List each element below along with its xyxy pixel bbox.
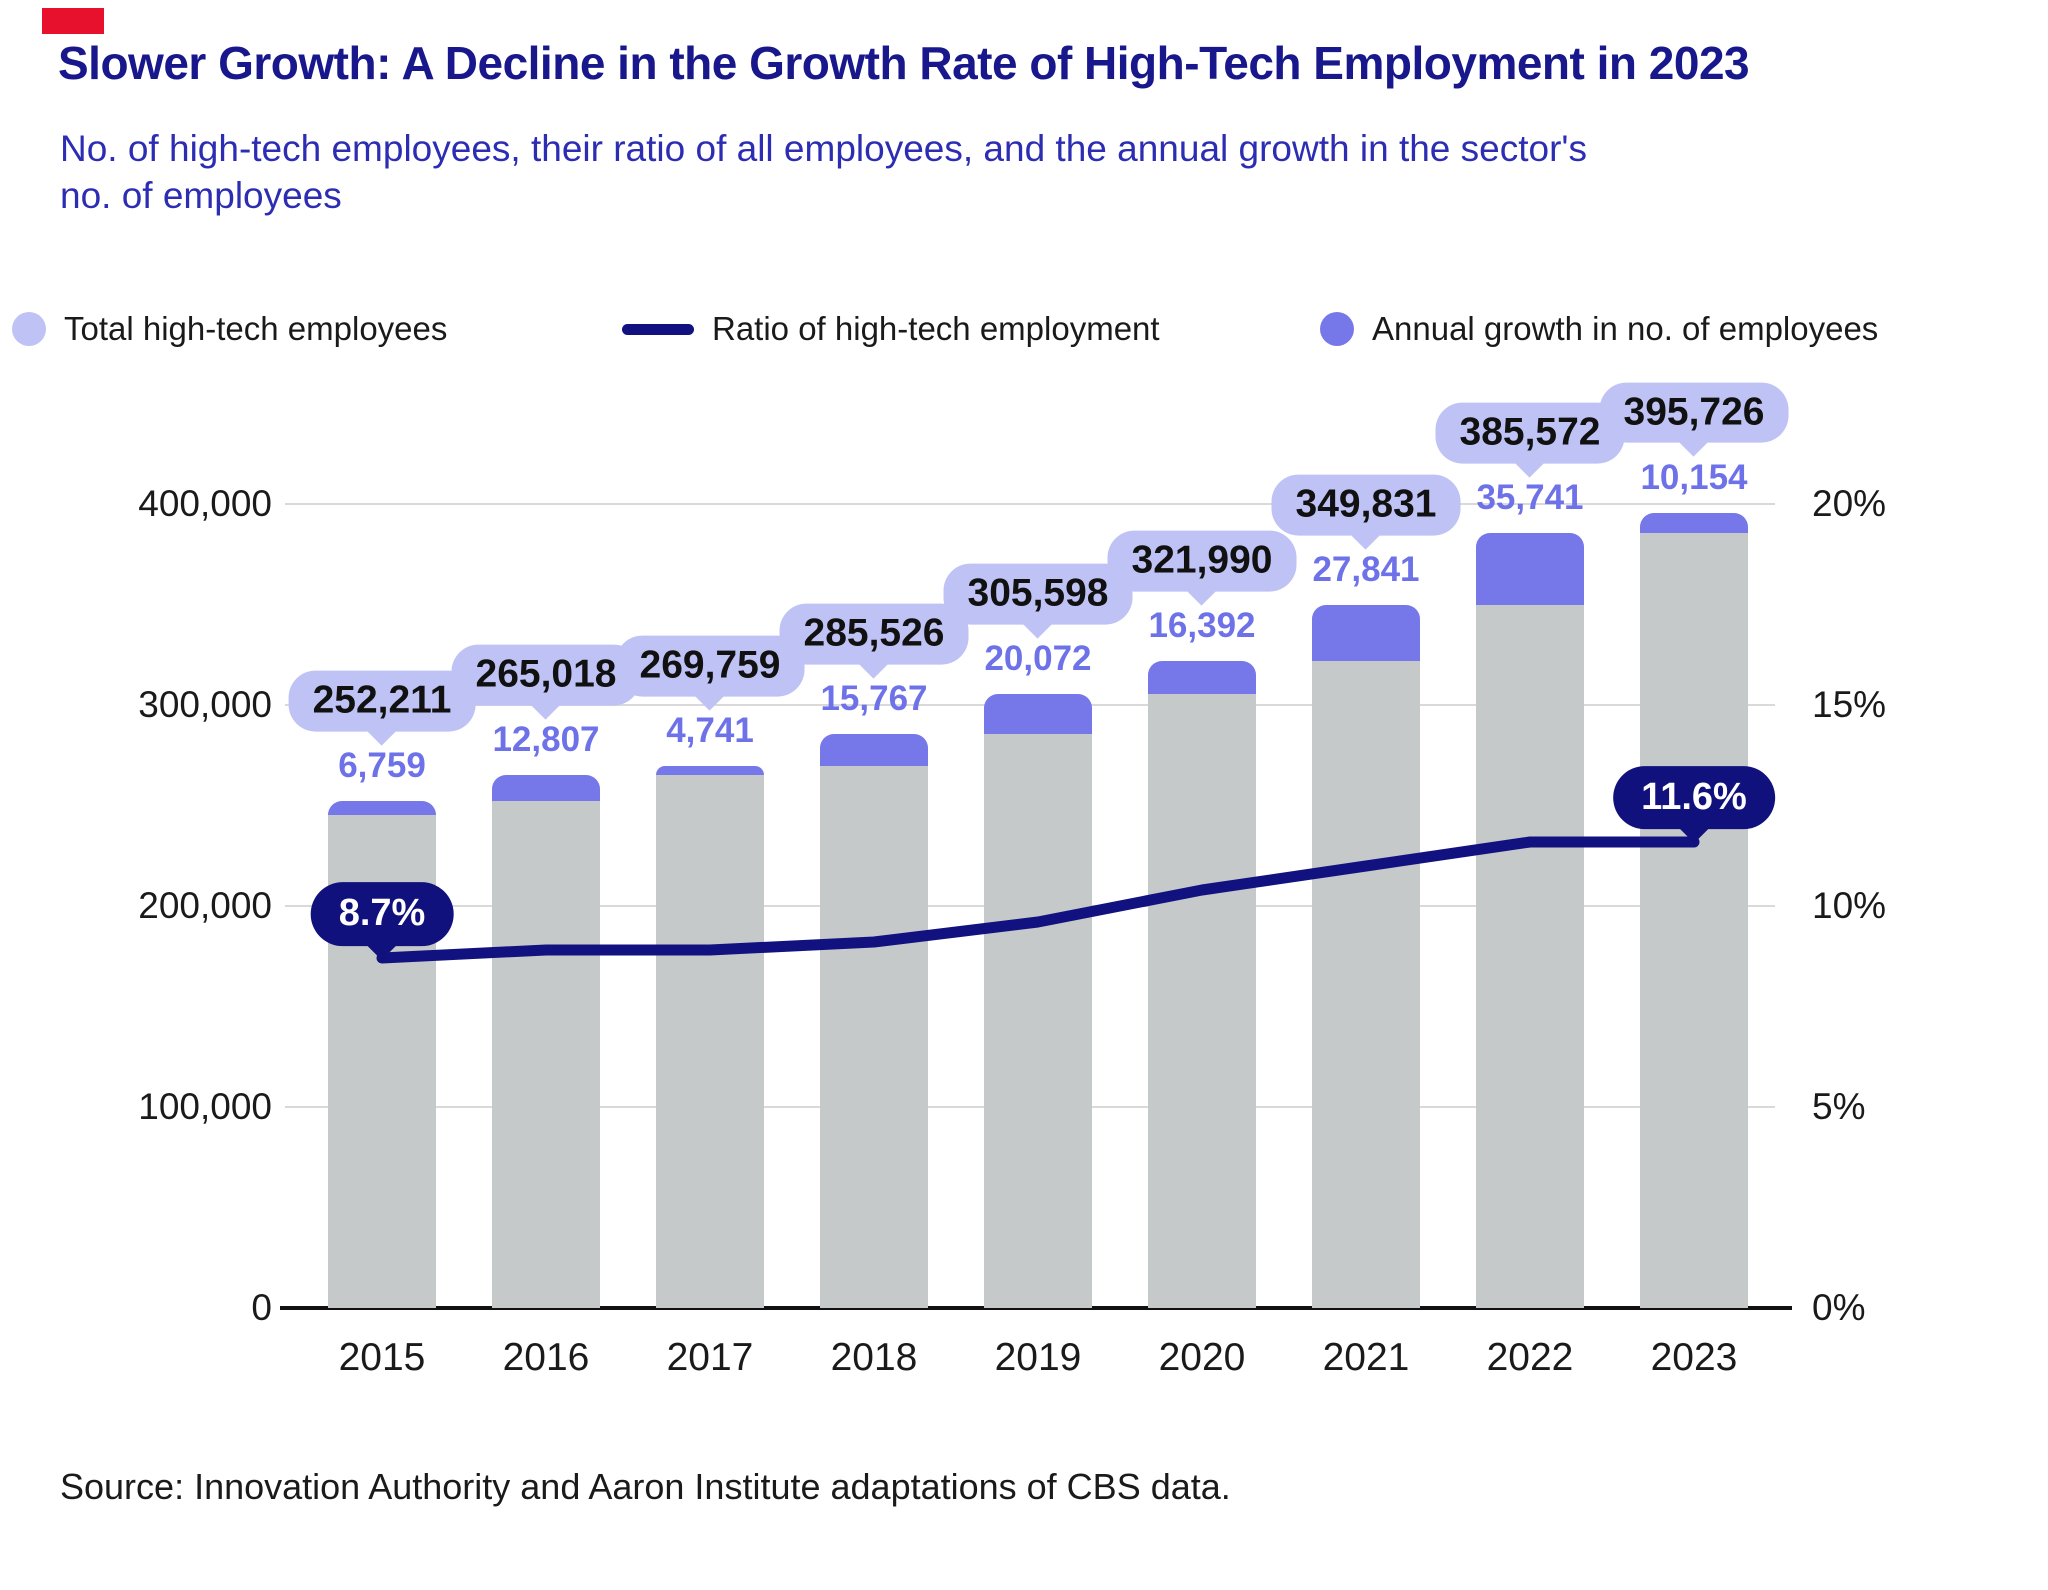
bar-growth-cap (656, 765, 764, 776)
bar-growth-cap (1476, 533, 1584, 605)
year-label: 2023 (1650, 1336, 1738, 1379)
page-subtitle: No. of high-tech employees, their ratio … (60, 128, 1587, 216)
bar-growth-cap (328, 801, 436, 815)
legend-item-total-employees: Total high-tech employees (12, 303, 447, 355)
ratio-value-bubble: 11.6% (1613, 765, 1775, 830)
left-axis-tick: 0 (251, 1287, 272, 1328)
ratio-value-bubble: 8.7% (310, 882, 454, 947)
year-label: 2017 (666, 1336, 754, 1379)
legend-item-ratio: Ratio of high-tech employment (622, 303, 1160, 355)
grid-line (285, 503, 1775, 505)
total-value-bubble: 395,726 (1599, 382, 1789, 443)
total-value-bubble: 285,526 (779, 603, 969, 665)
legend-label: Annual growth in no. of employees (1372, 310, 1879, 347)
left-axis-tick: 300,000 (138, 684, 272, 725)
year-label: 2021 (1322, 1336, 1410, 1379)
left-axis-tick: 100,000 (138, 1086, 272, 1127)
total-value-bubble: 269,759 (615, 635, 805, 697)
bar-growth-cap (820, 734, 928, 766)
total-value-bubble: 252,211 (288, 670, 476, 732)
bar-growth-cap (492, 775, 600, 802)
brand-accent-mark (42, 8, 104, 34)
year-label: 2015 (338, 1336, 426, 1379)
bar-total-segment (820, 765, 928, 1308)
legend-item-annual-growth: Annual growth in no. of employees (1320, 303, 1878, 355)
bar-growth-cap (984, 693, 1092, 735)
right-axis-tick: 15% (1812, 684, 1887, 725)
year-label: 2018 (830, 1336, 918, 1379)
year-label: 2016 (502, 1336, 590, 1379)
right-axis-tick: 10% (1812, 885, 1887, 926)
total-value-bubble: 305,598 (943, 563, 1133, 625)
bar-total-segment (492, 801, 600, 1308)
page-title: Slower Growth: A Decline in the Growth R… (58, 37, 1750, 89)
bar-total-segment (984, 734, 1092, 1308)
bar-total-segment (1476, 604, 1584, 1308)
bar-growth-cap (1312, 604, 1420, 661)
legend: Total high-tech employees Ratio of high-… (0, 303, 2048, 355)
right-axis-tick: 20% (1812, 483, 1887, 524)
right-axis-tick: 0% (1812, 1287, 1866, 1328)
bar-growth-cap (1148, 660, 1256, 694)
year-label: 2020 (1158, 1336, 1246, 1379)
bar-total-segment (1312, 660, 1420, 1308)
total-value-bubble: 265,018 (451, 644, 641, 706)
bar-total-segment (656, 775, 764, 1308)
total-value-bubble: 385,572 (1435, 402, 1625, 464)
ratio-line-swatch-icon (622, 323, 694, 335)
bar-growth-cap (1640, 512, 1748, 533)
bar-total-segment (1148, 693, 1256, 1308)
source-note: Source: Innovation Authority and Aaron I… (60, 1466, 1231, 1507)
legend-label: Ratio of high-tech employment (712, 310, 1160, 347)
total-value-bubble: 349,831 (1271, 474, 1461, 536)
left-axis-tick: 400,000 (138, 483, 272, 524)
x-axis-line (280, 1306, 1792, 1310)
bar-total-segment (1640, 533, 1748, 1308)
annual-growth-swatch-icon (1320, 312, 1354, 346)
total-value-bubble: 321,990 (1107, 530, 1297, 592)
year-label: 2022 (1486, 1336, 1574, 1379)
year-label: 2019 (994, 1336, 1082, 1379)
total-employees-swatch-icon (12, 312, 46, 346)
right-axis-tick: 5% (1812, 1086, 1866, 1127)
legend-label: Total high-tech employees (64, 310, 448, 347)
left-axis-tick: 200,000 (138, 885, 272, 926)
